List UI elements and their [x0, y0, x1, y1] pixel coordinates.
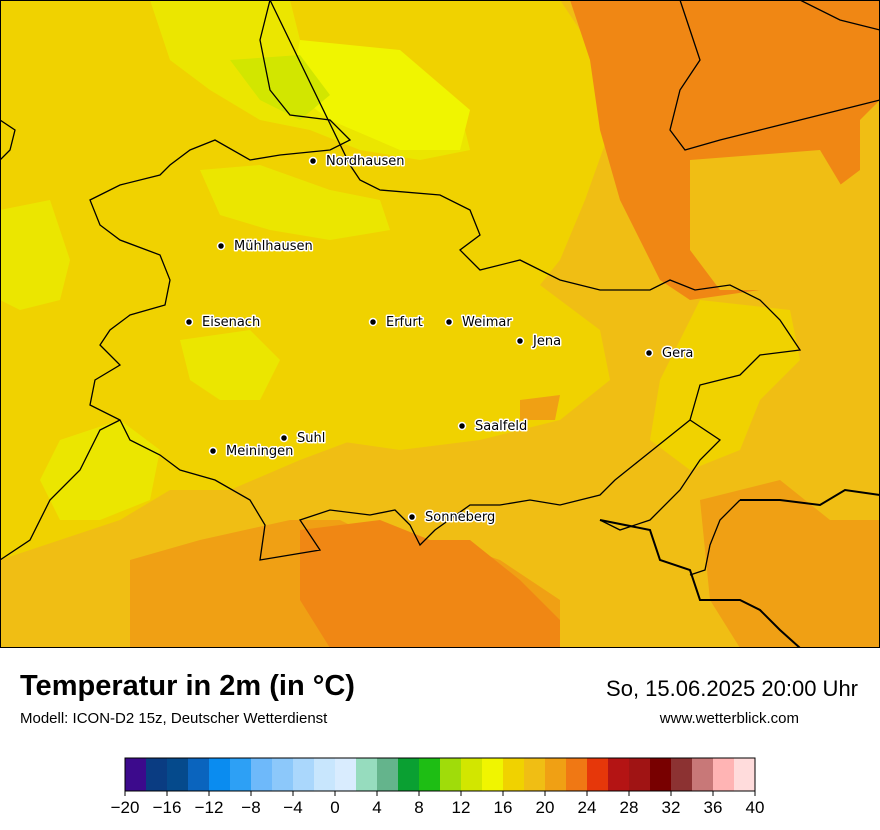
legend-swatch: [377, 758, 399, 791]
city-jena: Jena: [515, 333, 563, 351]
legend-tick-label: 28: [620, 798, 639, 817]
legend-tick-label: 36: [704, 798, 723, 817]
color-legend: −20 −16 −12 −8 −4 0 4 8 12 16 20 24 28 32 36 40: [111, 757, 765, 817]
border-west: [0, 119, 16, 161]
legend-tick-label: −4: [283, 798, 302, 817]
legend-swatch: [398, 758, 420, 791]
legend-swatch: [335, 758, 357, 791]
model-source: Modell: ICON-D2 15z, Deutscher Wetterdie…: [20, 710, 328, 727]
legend-tick-label: 32: [662, 798, 681, 817]
legend-tick-label: 4: [372, 798, 381, 817]
city-label: Erfurt: [386, 315, 423, 330]
temperature-zone-15-southwest: [40, 420, 160, 520]
border-north: [669, 0, 880, 151]
legend-tick-label: −12: [195, 798, 224, 817]
legend-swatch: [524, 758, 546, 791]
temperature-zone-17-center: [280, 220, 610, 450]
legend-tick-label: 20: [536, 798, 555, 817]
city-suhl: Suhl: [279, 430, 327, 448]
border-southwest: [0, 419, 121, 561]
legend-tick-label: 40: [746, 798, 765, 817]
border-czech-east: [740, 488, 880, 507]
city-sonneberg: Sonneberg: [407, 509, 497, 527]
city-label: Weimar: [462, 315, 512, 330]
legend-swatch: [545, 758, 567, 791]
state-border: [89, 0, 802, 561]
city-eisenach: Eisenach: [184, 314, 262, 332]
legend-swatch: [251, 758, 273, 791]
city-label: Saalfeld: [475, 419, 527, 434]
temperature-zone-17-east: [650, 300, 800, 470]
legend-tick-label: −20: [111, 798, 140, 817]
city-label: Gera: [662, 346, 693, 361]
legend-swatch: [692, 758, 714, 791]
border-czech: [599, 519, 801, 648]
legend-swatch: [146, 758, 168, 791]
footer: Temperatur in 2m (in °C) Modell: ICON-D2…: [0, 648, 880, 830]
temperature-zone-20-central: [520, 395, 560, 420]
legend-tick-label: −16: [153, 798, 182, 817]
temperature-zone-22-south: [300, 520, 560, 648]
city-label: Sonneberg: [425, 510, 495, 525]
temperature-zone-14-north: [290, 40, 470, 150]
legend-swatch: [230, 758, 252, 791]
city-saalfeld: Saalfeld: [457, 418, 529, 436]
temperature-zone-20-southeast: [700, 480, 880, 648]
city-label: Suhl: [297, 431, 325, 446]
legend-swatch: [188, 758, 210, 791]
legend-swatch: [587, 758, 609, 791]
temperature-zone-18-east: [690, 150, 850, 290]
legend-swatch: [419, 758, 441, 791]
legend-tick-label: 12: [452, 798, 471, 817]
city-label: Meiningen: [226, 444, 293, 459]
color-legend-frame: [124, 757, 756, 792]
legend-swatch: [629, 758, 651, 791]
city-label: Eisenach: [202, 315, 260, 330]
legend-swatch: [314, 758, 336, 791]
legend-swatch: [734, 758, 756, 791]
website-link[interactable]: www.wetterblick.com: [659, 710, 799, 727]
legend-swatch: [713, 758, 735, 791]
legend-swatch: [461, 758, 483, 791]
forecast-datetime: So, 15.06.2025 20:00 Uhr: [606, 676, 858, 701]
legend-tick-label: 24: [578, 798, 597, 817]
city-label: Mühlhausen: [234, 239, 313, 254]
legend-swatch: [272, 758, 294, 791]
legend-tick-label: 0: [330, 798, 339, 817]
temperature-zone-15-westmid: [180, 330, 280, 400]
legend-swatch: [671, 758, 693, 791]
legend-swatch: [209, 758, 231, 791]
legend-swatch: [293, 758, 315, 791]
city-gera: Gera: [644, 345, 695, 363]
city-label: Nordhausen: [326, 154, 405, 169]
map-title: Temperatur in 2m (in °C): [20, 670, 355, 702]
legend-swatch: [356, 758, 378, 791]
legend-swatch: [167, 758, 189, 791]
border-east-inner: [599, 419, 722, 531]
temperature-map: Nordhausen Mühlhausen Eisenach Erfurt We…: [0, 0, 880, 648]
border-northeast: [799, 0, 880, 31]
temperature-zone-15-northwest: [200, 165, 390, 240]
legend-tick-label: 8: [414, 798, 423, 817]
city-weimar: Weimar: [444, 314, 514, 332]
legend-swatch: [566, 758, 588, 791]
temperature-zone-15-west: [0, 200, 70, 310]
legend-swatch: [650, 758, 672, 791]
color-legend-ticks: −20 −16 −12 −8 −4 0 4 8 12 16 20 24 28 32 36 40: [111, 791, 765, 817]
city-label: Jena: [532, 334, 561, 349]
city-nordhausen: Nordhausen: [308, 153, 406, 171]
city-meiningen: Meiningen: [208, 443, 295, 461]
city-erfurt: Erfurt: [368, 314, 424, 332]
legend-swatch: [125, 758, 147, 791]
legend-swatch: [608, 758, 630, 791]
color-legend-swatches: [125, 758, 756, 791]
legend-swatch: [503, 758, 525, 791]
city-muehlhausen: Mühlhausen: [216, 238, 314, 256]
legend-tick-label: 16: [494, 798, 513, 817]
legend-swatch: [482, 758, 504, 791]
border-east-right: [689, 499, 741, 576]
legend-swatch: [440, 758, 462, 791]
legend-tick-label: −8: [241, 798, 260, 817]
